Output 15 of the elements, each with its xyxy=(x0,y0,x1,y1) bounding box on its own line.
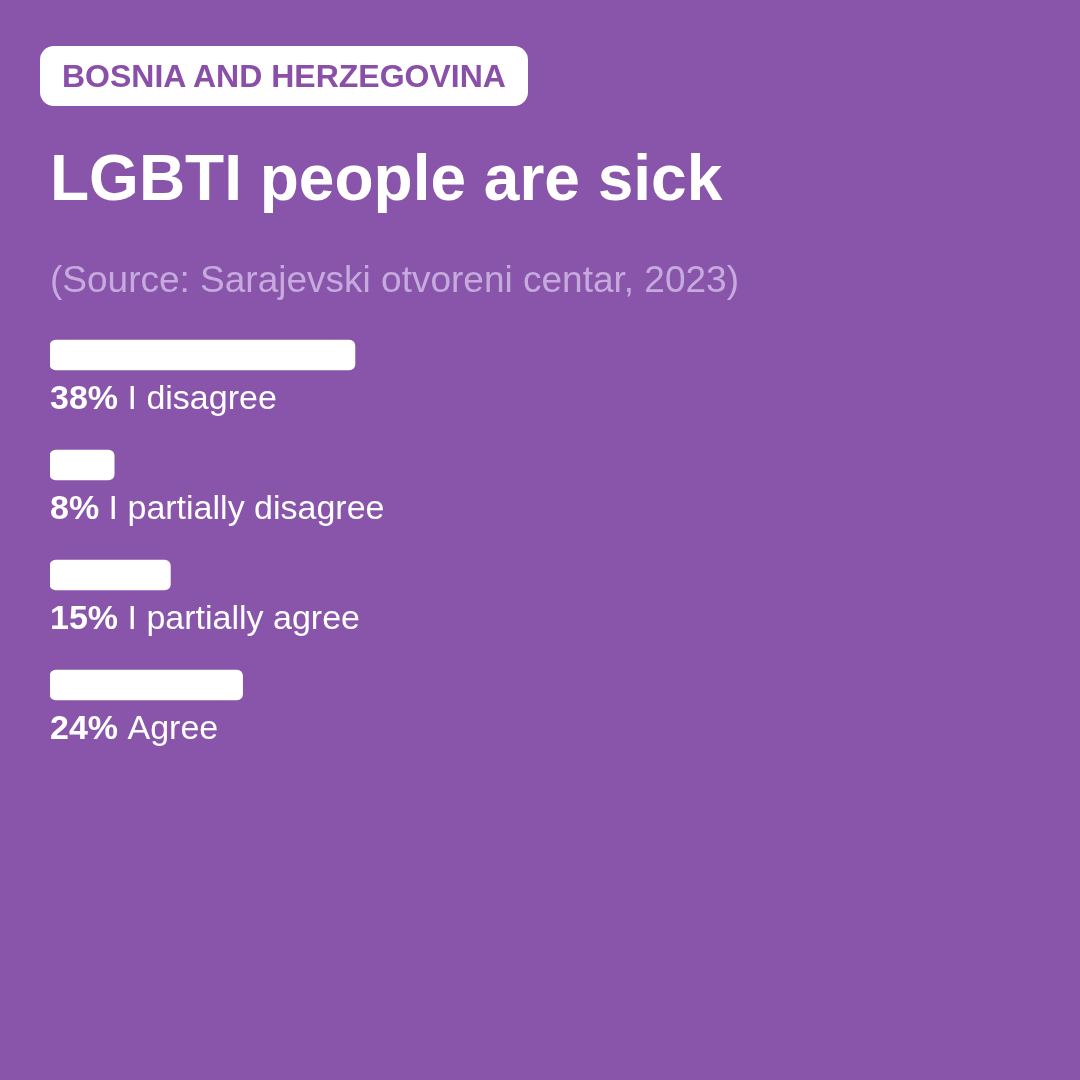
bar xyxy=(50,559,171,591)
bar xyxy=(50,669,243,701)
data-label: 38% xyxy=(50,378,119,417)
y-tick-label: I disagree xyxy=(127,378,277,417)
data-label: 8% xyxy=(50,488,100,527)
y-tick-label: I partially agree xyxy=(127,598,360,637)
y-tick-label: I partially disagree xyxy=(108,488,385,527)
bar xyxy=(50,339,356,371)
chart-subtitle: BOSNIA AND HERZEGOVINA xyxy=(40,46,528,106)
bar xyxy=(50,449,115,481)
text: (Source: Sarajevski otvoreni centar, 2023) xyxy=(50,258,739,302)
data-label: 15% xyxy=(50,598,119,637)
data-label: 24% xyxy=(50,708,119,747)
chart-title: LGBTI people are sick xyxy=(50,141,723,216)
y-tick-label: Agree xyxy=(127,708,219,747)
